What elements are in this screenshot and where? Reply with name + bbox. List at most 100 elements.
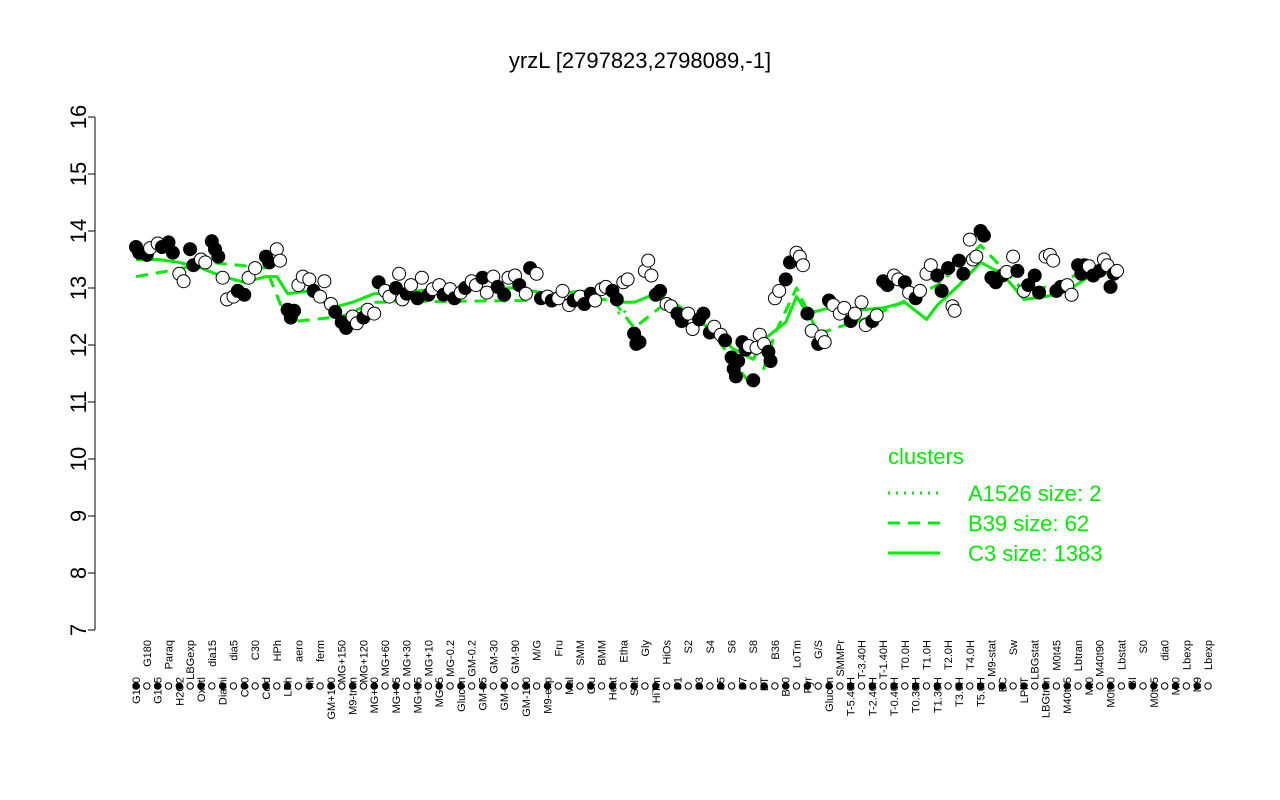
x-tick-marker: [825, 682, 833, 690]
data-point: [653, 283, 668, 298]
x-tick-marker: [846, 682, 855, 690]
x-tick-marker: [338, 682, 346, 690]
x-tick-marker: [781, 682, 790, 690]
data-point: [1006, 249, 1021, 264]
x-tick-marker: [760, 682, 768, 690]
legend-label: C3 size: 1383: [968, 541, 1103, 566]
x-tick-label: HiOs: [662, 640, 674, 665]
data-point: [800, 306, 815, 321]
x-tick-label: MG+150: [337, 640, 349, 683]
x-tick-label: M0t45: [1149, 677, 1161, 708]
x-tick-label: Diami: [218, 677, 230, 705]
x-tick-label: M/G: [532, 640, 544, 661]
x-tick-marker: [1150, 682, 1158, 690]
x-tick-label: M9-exp: [542, 677, 554, 714]
x-tick-marker: [262, 682, 270, 690]
x-tick-label: GM-30: [488, 640, 500, 674]
x-tick-marker: [836, 682, 844, 690]
data-point: [731, 354, 746, 368]
x-tick-label: SMMPr: [835, 640, 847, 677]
x-tick-marker: [543, 682, 552, 690]
x-tick-marker: [998, 682, 1006, 690]
x-tick-label: Oxctl: [196, 677, 208, 702]
x-tick-label: Etha: [618, 639, 630, 663]
x-tick-label: MG+10: [423, 640, 435, 676]
data-point: [317, 274, 332, 289]
x-tick-label: Glu: [586, 677, 598, 694]
x-tick-marker: [868, 682, 877, 690]
x-tick-label: S6: [727, 640, 739, 653]
data-point: [1021, 278, 1036, 293]
x-tick-label: BC: [997, 677, 1009, 692]
x-tick-marker: [814, 682, 822, 690]
x-tick-label: T-1.40H: [878, 640, 890, 679]
x-tick-marker: [565, 682, 573, 690]
x-tick-marker: [771, 682, 779, 690]
x-tick-marker: [435, 682, 443, 690]
x-tick-marker: [749, 682, 757, 690]
x-tick-marker: [857, 682, 866, 690]
data-point: [632, 335, 647, 350]
x-tick-marker: [197, 682, 205, 690]
x-tick-marker: [370, 682, 378, 690]
x-tick-marker: [511, 682, 519, 690]
data-point: [763, 354, 778, 368]
data-point: [392, 266, 407, 281]
x-tick-marker: [576, 682, 584, 690]
x-tick-marker: [403, 682, 411, 690]
x-tick-label: MG+60: [380, 640, 392, 676]
x-tick-label: T4.0H: [965, 640, 977, 670]
x-tick-marker: [467, 682, 476, 690]
data-point: [817, 335, 832, 350]
chart-title: yrzL [2797823,2798089,-1]: [509, 48, 771, 73]
data-point: [956, 266, 971, 281]
x-tick-label: S7: [737, 677, 749, 690]
data-point: [1110, 263, 1124, 278]
x-tick-marker: [305, 682, 313, 690]
x-tick-marker: [294, 682, 303, 690]
data-point: [947, 303, 962, 318]
x-tick-label: T-3.40H: [856, 640, 868, 679]
x-tick-label: S4: [705, 640, 717, 653]
x-tick-marker: [608, 682, 617, 690]
data-point: [969, 249, 984, 264]
x-tick-label: SMM: [575, 640, 587, 666]
data-point: [241, 270, 256, 285]
x-tick-label: HiTm: [651, 677, 663, 703]
data-point: [772, 283, 787, 298]
data-point: [211, 249, 226, 264]
y-tick-label: 12: [66, 333, 91, 357]
x-tick-label: LBGtran: [1041, 677, 1053, 718]
data-point: [313, 289, 328, 304]
legend-title: clusters: [888, 444, 964, 469]
data-point: [644, 268, 659, 283]
x-tick-marker: [1160, 682, 1169, 690]
x-tick-label: MG+30: [402, 640, 414, 676]
data-point: [620, 272, 635, 287]
y-tick-label: 16: [66, 105, 91, 129]
x-tick-marker: [955, 682, 963, 690]
x-tick-marker: [273, 682, 281, 690]
data-point: [529, 266, 544, 281]
data-point: [328, 304, 343, 319]
x-tick-marker: [695, 682, 703, 690]
x-tick-marker: [1052, 682, 1061, 690]
x-tick-label: MG-0.2: [445, 640, 457, 677]
legend-entries: A1526 size: 2 B39 size: 62 C3 size: 1383: [888, 481, 1103, 566]
data-point: [388, 281, 403, 295]
x-tick-label: Mal: [564, 677, 576, 695]
x-tick-marker: [619, 682, 627, 690]
x-tick-marker: [1117, 682, 1126, 690]
data-point: [951, 253, 966, 268]
x-tick-label: GM-60: [499, 677, 511, 711]
data-point: [1010, 263, 1025, 278]
x-tick-marker: [316, 682, 324, 690]
x-tick-marker: [792, 682, 801, 690]
x-tick-label: dia0: [1160, 640, 1172, 661]
x-tick-label: LPh: [283, 677, 295, 697]
x-tick-marker: [1182, 682, 1191, 690]
x-tick-marker: [803, 682, 812, 690]
data-point: [696, 306, 711, 321]
x-tick-label: T-2.40H: [867, 677, 879, 716]
